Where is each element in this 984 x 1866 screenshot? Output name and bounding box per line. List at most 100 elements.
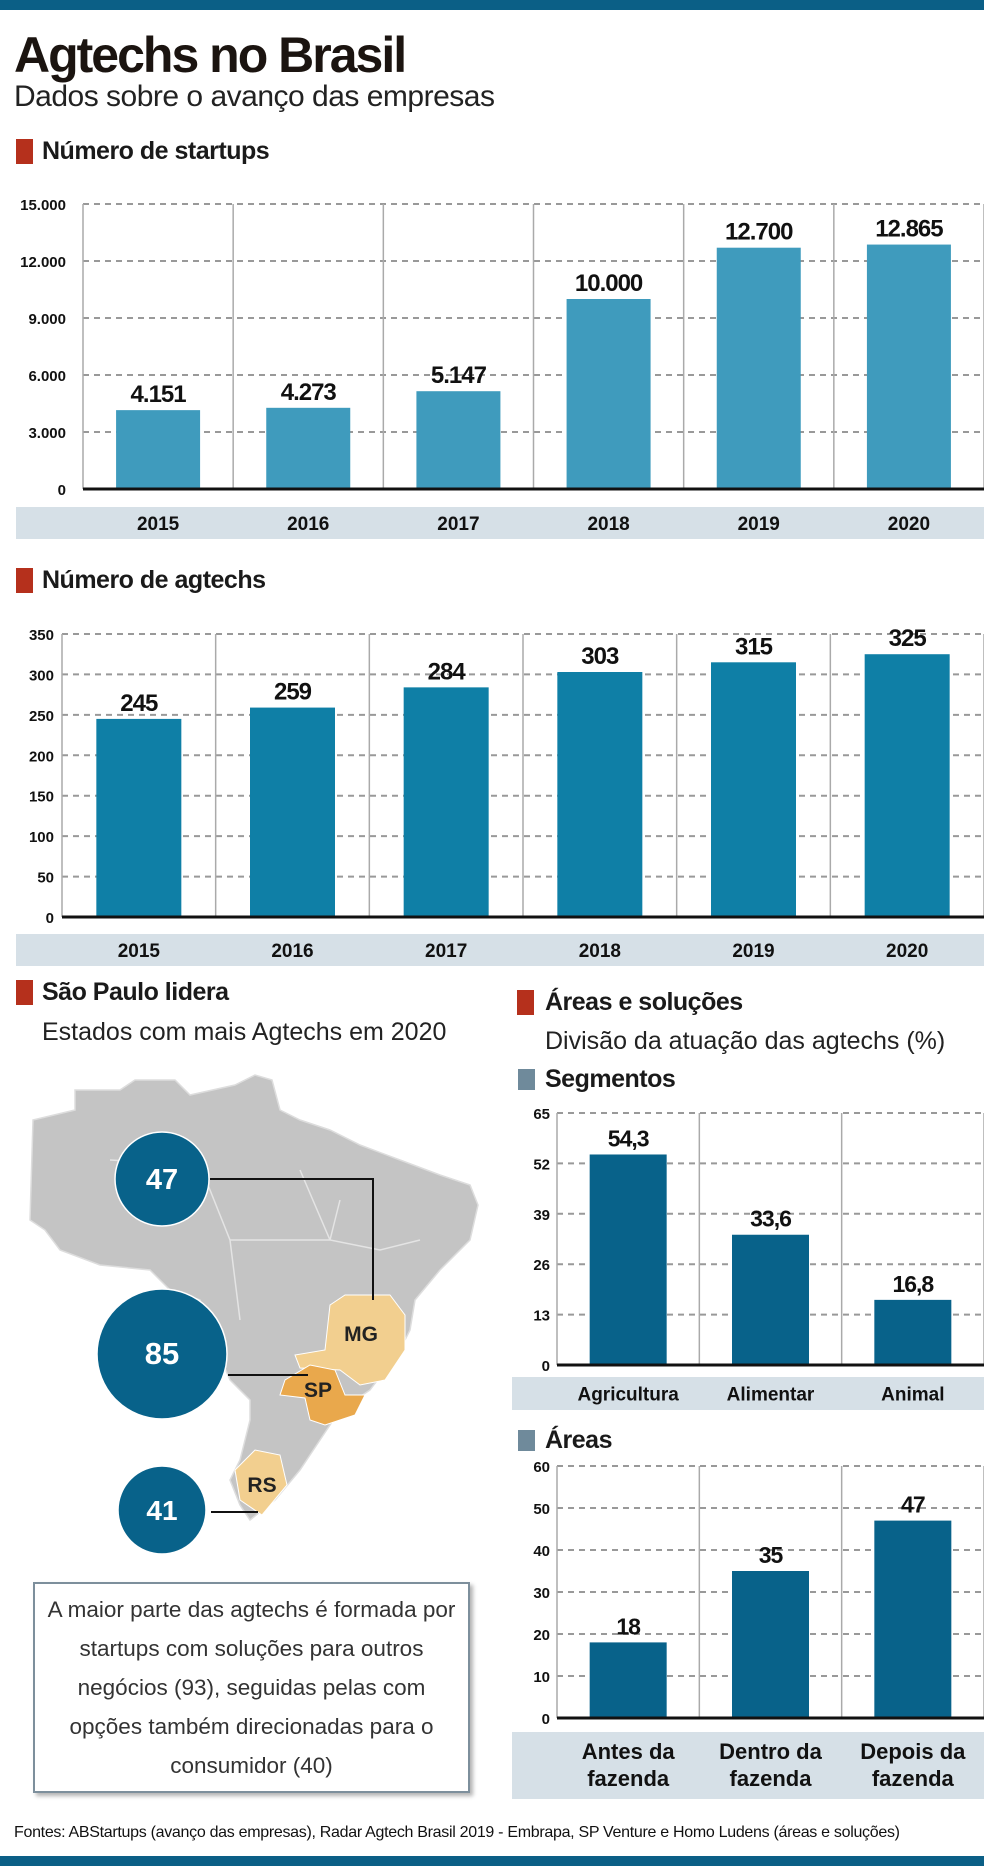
- bar-animal: [874, 1299, 952, 1365]
- y-tick-label: 9.000: [28, 311, 66, 328]
- x-tick-label: 2020: [888, 514, 930, 535]
- data-label: 303: [581, 643, 619, 670]
- y-tick-label: 15.000: [20, 197, 66, 214]
- bar-2017: [403, 687, 489, 917]
- y-tick-label: 52: [533, 1156, 550, 1173]
- bar-2018: [566, 299, 651, 489]
- sources: Fontes: ABStartups (avanço das empresas)…: [14, 1824, 900, 1841]
- category-band: [16, 934, 984, 966]
- y-tick-label: 12.000: [20, 254, 66, 271]
- bubble-mg: [114, 1131, 210, 1227]
- data-label: 4.151: [131, 381, 187, 408]
- bar-depois-da-fazenda: [874, 1520, 952, 1718]
- y-tick-label: 150: [29, 789, 54, 806]
- bar-2020: [866, 244, 951, 489]
- y-tick-label: 65: [533, 1106, 550, 1123]
- section-marker-icon: [16, 568, 33, 593]
- bar-2019: [716, 247, 801, 489]
- x-tick-label: 2016: [271, 941, 313, 962]
- x-tick-label: fazenda: [730, 1766, 813, 1791]
- subsection-title-areas: Áreas: [545, 1426, 613, 1454]
- x-tick-label: 2020: [886, 941, 928, 962]
- x-tick-label: Agricultura: [577, 1385, 679, 1406]
- x-tick-label: 2017: [425, 941, 467, 962]
- subsection-marker-icon: [518, 1430, 535, 1451]
- state-label-sp: SP: [304, 1379, 332, 1402]
- x-tick-label: 2019: [738, 514, 780, 535]
- section-marker-icon: [517, 990, 534, 1015]
- bar-2016: [250, 707, 335, 917]
- y-tick-label: 0: [58, 482, 66, 499]
- bubble-value: 47: [146, 1164, 178, 1196]
- y-tick-label: 300: [29, 667, 54, 684]
- y-tick-label: 10: [533, 1669, 550, 1686]
- bar-2016: [266, 407, 351, 489]
- data-label: 315: [735, 633, 773, 660]
- bar-2015: [116, 410, 201, 489]
- x-tick-label: 2018: [587, 514, 629, 535]
- y-tick-label: 60: [533, 1459, 550, 1476]
- leader-line-mg: [210, 1178, 374, 1300]
- data-label: 12.700: [725, 219, 793, 246]
- section-title-areas: Áreas e soluções: [545, 988, 743, 1016]
- state-sp: [279, 1364, 366, 1426]
- bar-antes-da-fazenda: [589, 1642, 667, 1718]
- bubble-rs: [117, 1465, 207, 1555]
- y-tick-label: 30: [533, 1585, 550, 1602]
- y-tick-label: 50: [533, 1501, 550, 1518]
- y-tick-label: 6.000: [28, 368, 66, 385]
- bubble-sp: [96, 1288, 228, 1420]
- x-tick-label: Animal: [881, 1385, 944, 1406]
- bar-2020: [864, 654, 950, 917]
- section-subtitle-areas: Divisão da atuação das agtechs (%): [545, 1027, 946, 1055]
- data-label: 33,6: [750, 1206, 791, 1232]
- data-label: 284: [428, 658, 467, 685]
- x-tick-label: Dentro da: [719, 1739, 822, 1764]
- bar-agricultura: [589, 1154, 667, 1365]
- x-tick-label: 2015: [137, 514, 180, 535]
- data-label: 5.147: [431, 362, 487, 389]
- data-label: 54,3: [608, 1125, 649, 1151]
- bubble-value: 85: [145, 1336, 179, 1371]
- section-subtitle-sp: Estados com mais Agtechs em 2020: [42, 1018, 447, 1046]
- x-tick-label: 2017: [437, 514, 479, 535]
- data-label: 16,8: [892, 1271, 934, 1297]
- state-label-mg: MG: [344, 1323, 378, 1346]
- bottom-bar: [0, 1856, 984, 1866]
- section-marker-icon: [16, 980, 33, 1005]
- y-tick-label: 3.000: [28, 425, 66, 442]
- section-title-startups: Número de startups: [42, 137, 270, 165]
- subsection-title-segmentos: Segmentos: [545, 1065, 676, 1093]
- x-tick-label: 2016: [287, 514, 329, 535]
- x-tick-label: Depois da: [860, 1739, 966, 1764]
- page-title: Agtechs no Brasil: [14, 27, 407, 83]
- state-mg: [294, 1294, 406, 1386]
- data-label: 47: [901, 1492, 925, 1518]
- x-tick-label: fazenda: [587, 1766, 670, 1791]
- bar-2018: [557, 672, 643, 917]
- y-tick-label: 0: [46, 910, 54, 927]
- y-tick-label: 39: [533, 1207, 550, 1224]
- data-label: 18: [616, 1613, 641, 1639]
- y-tick-label: 0: [542, 1711, 550, 1728]
- category-band: [512, 1732, 984, 1799]
- x-tick-label: 2015: [118, 941, 161, 962]
- bar-2017: [416, 391, 501, 489]
- section-title-agtechs: Número de agtechs: [42, 566, 266, 594]
- note-box: A maior parte das agtechs é formada por …: [33, 1582, 470, 1793]
- y-tick-label: 200: [29, 748, 54, 765]
- y-tick-label: 50: [37, 870, 54, 887]
- y-tick-label: 100: [29, 829, 54, 846]
- category-band: [16, 507, 984, 539]
- section-marker-icon: [16, 139, 33, 164]
- y-tick-label: 250: [29, 708, 54, 725]
- top-bar: [0, 0, 984, 10]
- data-label: 10.000: [575, 270, 643, 297]
- page-subtitle: Dados sobre o avanço das empresas: [14, 80, 495, 113]
- bar-2015: [96, 718, 182, 917]
- section-title-sp: São Paulo lidera: [42, 978, 229, 1006]
- data-label: 35: [759, 1542, 784, 1568]
- data-label: 259: [274, 679, 312, 706]
- y-tick-label: 40: [533, 1543, 550, 1560]
